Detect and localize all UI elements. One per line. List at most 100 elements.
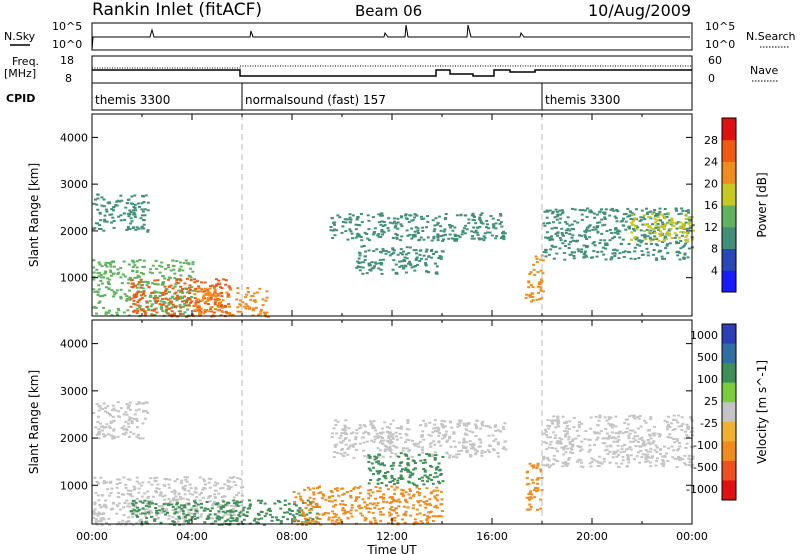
echo-cell <box>645 213 649 216</box>
echo-cell <box>456 423 460 426</box>
echo-cell <box>458 424 461 427</box>
echo-cell <box>354 228 358 231</box>
echo-cell <box>102 505 106 508</box>
echo-cell <box>349 490 353 492</box>
echo-cell <box>205 518 209 520</box>
echo-cell <box>158 494 162 497</box>
echo-cell <box>232 499 236 502</box>
echo-cell <box>596 251 600 253</box>
echo-cell <box>555 226 558 229</box>
echo-cell <box>562 445 566 448</box>
echo-cell <box>108 494 111 497</box>
echo-cell <box>169 297 172 300</box>
echo-cell <box>400 260 404 263</box>
echo-cell <box>687 211 690 214</box>
echo-cell <box>502 230 505 233</box>
echo-cell <box>185 480 189 483</box>
echo-cell <box>114 409 118 412</box>
echo-cell <box>221 510 225 513</box>
echo-cell <box>186 508 190 511</box>
echo-cell <box>633 435 637 438</box>
echo-cell <box>349 230 353 233</box>
echo-cell <box>667 447 671 450</box>
echo-cell <box>341 507 345 509</box>
echo-cell <box>387 426 391 429</box>
x-tick-label: 00:00 <box>76 530 108 543</box>
echo-cell <box>213 496 217 499</box>
echo-cell <box>405 428 409 431</box>
echo-cell <box>426 220 430 223</box>
echo-cell <box>401 468 404 471</box>
echo-cell <box>552 257 556 260</box>
echo-cell <box>98 211 102 214</box>
echo-cell <box>119 219 123 222</box>
echo-cell <box>605 242 609 245</box>
echo-cell <box>562 448 566 451</box>
echo-cell <box>411 507 415 510</box>
echo-cell <box>141 194 145 197</box>
echo-cell <box>496 452 500 454</box>
echo-cell <box>160 292 163 294</box>
echo-cell <box>181 269 185 272</box>
nsearch-tick-bottom: 10^0 <box>705 38 735 51</box>
echo-cell <box>373 506 377 509</box>
echo-cell <box>661 459 665 462</box>
echo-cell <box>684 213 688 216</box>
echo-cell <box>620 462 624 465</box>
echo-cell <box>115 313 119 316</box>
echo-cell <box>651 455 655 458</box>
echo-cell <box>144 194 148 197</box>
echo-cell <box>596 231 600 234</box>
echo-cell <box>475 419 479 422</box>
echo-cell <box>399 470 403 473</box>
echo-cell <box>560 232 564 234</box>
echo-cell <box>133 503 137 506</box>
echo-cell <box>555 450 559 453</box>
echo-cell <box>370 267 374 270</box>
echo-cell <box>151 291 155 294</box>
echo-cell <box>436 430 440 433</box>
echo-cell <box>162 484 166 486</box>
echo-cell <box>119 276 123 279</box>
echo-cell <box>663 213 667 216</box>
echo-cell <box>335 432 339 435</box>
echo-cell <box>474 448 477 451</box>
echo-cell <box>561 415 565 418</box>
echo-cell <box>371 466 375 469</box>
echo-cell <box>161 293 165 296</box>
echo-cell <box>178 304 182 307</box>
echo-cell <box>580 440 584 443</box>
echo-cell <box>374 486 378 488</box>
echo-cell <box>461 231 465 234</box>
echo-cell <box>573 251 576 254</box>
echo-cell <box>433 427 437 430</box>
echo-cell <box>256 512 260 515</box>
echo-cell <box>232 519 236 522</box>
echo-cell <box>140 202 144 205</box>
echo-cell <box>109 414 113 417</box>
echo-cell <box>682 222 685 225</box>
echo-cell <box>497 455 501 458</box>
echo-cell <box>579 465 583 468</box>
echo-cell <box>306 486 310 489</box>
echo-cell <box>472 442 476 445</box>
echo-cell <box>296 520 300 523</box>
echo-cell <box>139 500 143 503</box>
echo-cell <box>671 224 675 227</box>
echo-cell <box>406 421 410 424</box>
echo-cell <box>670 237 674 239</box>
echo-cell <box>616 449 620 452</box>
echo-cell <box>663 445 667 448</box>
echo-cell <box>418 477 421 480</box>
echo-cell <box>209 298 213 301</box>
echo-cell <box>116 307 120 310</box>
echo-cell <box>626 423 630 426</box>
echo-cell <box>668 242 672 245</box>
echo-cell <box>200 281 204 284</box>
echo-cell <box>142 402 146 404</box>
echo-cell <box>191 261 195 264</box>
echo-cell <box>428 498 432 501</box>
echo-cell <box>191 493 195 496</box>
echo-cell <box>691 446 695 449</box>
